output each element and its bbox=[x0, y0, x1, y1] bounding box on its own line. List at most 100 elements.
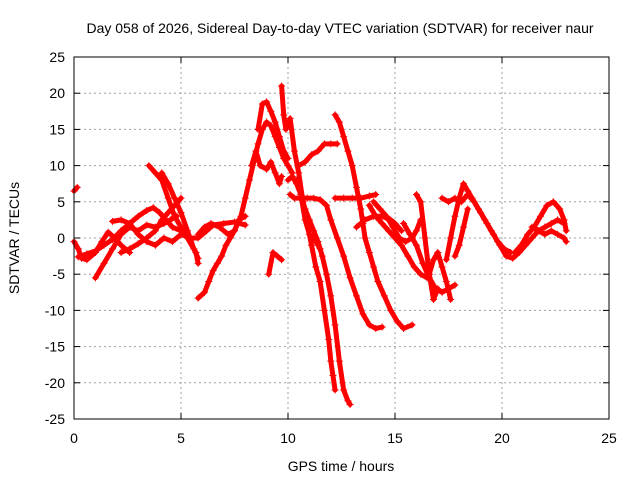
data-point-track-14-0 bbox=[265, 270, 273, 278]
data-point-track-13-9 bbox=[312, 263, 320, 271]
data-point-track-7-3 bbox=[164, 194, 172, 202]
data-point-track-11-3 bbox=[267, 107, 275, 115]
data-point-track-22-0 bbox=[365, 201, 373, 209]
data-point-track-16-6 bbox=[323, 201, 331, 209]
data-point-track-6-2 bbox=[134, 240, 142, 248]
data-point-track-22-7 bbox=[410, 263, 418, 271]
data-point-track-16-9 bbox=[340, 252, 348, 260]
data-point-track-10-1 bbox=[201, 223, 209, 231]
data-point-track-25-5 bbox=[434, 285, 442, 293]
data-point-track-16-0 bbox=[286, 191, 294, 199]
data-point-track-30-9 bbox=[562, 227, 570, 235]
data-point-track-31-3 bbox=[547, 227, 555, 235]
data-point-track-18-1 bbox=[301, 158, 309, 166]
data-point-track-13-15 bbox=[331, 386, 339, 394]
series-line-track-29 bbox=[452, 206, 471, 259]
data-point-track-23-3 bbox=[389, 223, 397, 231]
data-point-track-29-0 bbox=[451, 252, 459, 260]
data-point-track-3-2 bbox=[91, 247, 99, 255]
data-point-track-5-3 bbox=[134, 230, 142, 238]
data-point-track-10-5 bbox=[231, 227, 238, 235]
data-point-track-15-10 bbox=[327, 292, 335, 300]
data-point-track-29-2 bbox=[459, 223, 467, 231]
data-point-track-28-4 bbox=[459, 180, 467, 188]
series-line-track-30 bbox=[512, 199, 569, 255]
data-point-track-10-12 bbox=[263, 118, 271, 126]
data-point-track-11-5 bbox=[275, 133, 283, 141]
data-point-track-21-0 bbox=[352, 223, 360, 231]
y-tick-label-6: 5 bbox=[57, 194, 65, 210]
data-point-track-15-0 bbox=[284, 176, 292, 184]
series-track-19 bbox=[331, 111, 416, 332]
data-point-track-25-1 bbox=[417, 198, 425, 206]
data-point-track-8-6 bbox=[194, 254, 202, 262]
data-point-track-30-6 bbox=[549, 198, 557, 206]
data-point-track-6-4 bbox=[151, 227, 159, 235]
data-point-track-11-6 bbox=[280, 147, 288, 155]
data-point-track-28-11 bbox=[500, 245, 508, 253]
series-track-8 bbox=[158, 169, 202, 262]
data-point-track-17-3 bbox=[305, 230, 313, 238]
data-point-track-3-10 bbox=[156, 209, 164, 217]
data-point-track-19-11 bbox=[374, 277, 382, 285]
data-point-track-18-4 bbox=[320, 140, 328, 148]
data-point-track-15-6 bbox=[310, 227, 318, 235]
data-point-track-24-1 bbox=[406, 230, 414, 238]
y-tick-label-7: 10 bbox=[49, 158, 65, 174]
data-point-track-4-2 bbox=[109, 245, 117, 253]
data-point-track-27-1 bbox=[445, 198, 452, 206]
data-point-track-13-5 bbox=[295, 169, 303, 177]
data-point-track-30-2 bbox=[524, 230, 532, 238]
series-line-track-12 bbox=[249, 148, 285, 187]
data-point-track-27-10 bbox=[502, 252, 510, 260]
data-point-track-4-0 bbox=[91, 274, 99, 282]
data-point-track-15-11 bbox=[331, 321, 339, 329]
data-point-track-3-9 bbox=[149, 204, 157, 212]
data-point-track-15-9 bbox=[323, 270, 331, 278]
data-point-track-19-5 bbox=[352, 183, 360, 191]
y-tick-label-9: 20 bbox=[49, 85, 65, 101]
data-point-track-2-6 bbox=[104, 228, 112, 236]
data-point-track-26-4 bbox=[442, 277, 450, 285]
data-point-track-22-2 bbox=[378, 220, 386, 228]
data-point-track-23-5 bbox=[402, 238, 410, 246]
data-point-track-12-6 bbox=[275, 180, 283, 188]
x-tick-label-4: 20 bbox=[494, 430, 510, 446]
grid-layer bbox=[74, 57, 609, 419]
data-point-track-27-11 bbox=[509, 254, 517, 262]
data-point-track-13-11 bbox=[320, 306, 328, 314]
data-point-track-28-6 bbox=[468, 194, 476, 202]
y-tick-label-3: -10 bbox=[45, 302, 65, 318]
series-track-11 bbox=[254, 98, 292, 162]
data-point-track-12-2 bbox=[256, 162, 264, 170]
series-track-31 bbox=[528, 223, 570, 246]
data-point-track-18-6 bbox=[333, 140, 341, 148]
data-point-track-15-15 bbox=[346, 401, 354, 409]
data-point-track-10-17 bbox=[284, 162, 292, 170]
data-point-track-18-2 bbox=[308, 151, 316, 159]
data-point-track-7-4 bbox=[171, 212, 179, 220]
series-track-17 bbox=[293, 176, 324, 253]
data-point-track-8-0 bbox=[158, 169, 166, 177]
data-point-track-30-4 bbox=[537, 212, 545, 220]
data-point-track-28-9 bbox=[487, 227, 495, 235]
data-point-track-31-0 bbox=[528, 223, 536, 231]
data-point-track-12-7 bbox=[278, 172, 286, 180]
data-point-track-10-2 bbox=[207, 220, 215, 228]
data-point-track-2-8 bbox=[117, 241, 125, 249]
data-point-track-10-3 bbox=[216, 223, 224, 231]
data-point-track-1-1 bbox=[73, 183, 81, 191]
y-tick-label-0: -25 bbox=[45, 411, 65, 427]
data-point-track-9-0 bbox=[194, 294, 202, 302]
data-point-track-19-10 bbox=[370, 263, 378, 271]
data-point-track-29-1 bbox=[455, 241, 463, 249]
data-point-track-31-2 bbox=[541, 230, 549, 238]
data-point-track-3-7 bbox=[134, 212, 142, 220]
data-point-track-28-8 bbox=[481, 216, 489, 224]
data-point-track-12-5 bbox=[271, 169, 279, 177]
series-track-14 bbox=[265, 248, 286, 278]
series-track-30 bbox=[511, 198, 570, 256]
data-point-track-16-12 bbox=[359, 310, 367, 318]
data-point-track-17-2 bbox=[301, 216, 309, 224]
data-point-track-18-3 bbox=[314, 147, 322, 155]
